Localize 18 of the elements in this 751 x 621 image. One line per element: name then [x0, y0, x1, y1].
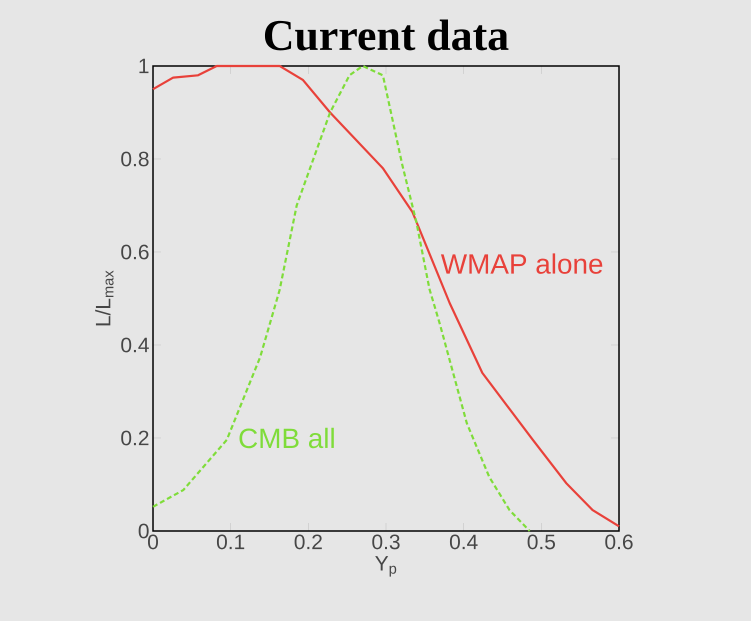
x-axis-title: Y$_{p}$: [375, 556, 396, 577]
series-label: WMAP alone: [440, 253, 602, 274]
x-tick-label: 0.6: [605, 534, 633, 550]
line-series: [152, 64, 531, 532]
y-tick-label: 0.2: [121, 430, 148, 446]
y-axis-title: L/L$_{max}$: [95, 270, 114, 326]
x-tick-label: 0.3: [372, 534, 400, 550]
x-tick-label: 0.5: [528, 534, 555, 550]
series-label: CMB all: [240, 428, 334, 448]
x-tick-label: 0.2: [294, 534, 322, 550]
x-tick-label: 0.1: [216, 534, 244, 550]
chart-title: Current data: [264, 20, 508, 50]
y-tick-label: 0.4: [121, 338, 149, 352]
x-tick-label: 0.4: [450, 534, 478, 550]
y-tick-label: 0: [138, 524, 149, 538]
y-tick-label: 0.8: [121, 152, 149, 166]
y-tick-label: 0.6: [121, 244, 149, 260]
y-tick-label: 1: [139, 58, 148, 74]
